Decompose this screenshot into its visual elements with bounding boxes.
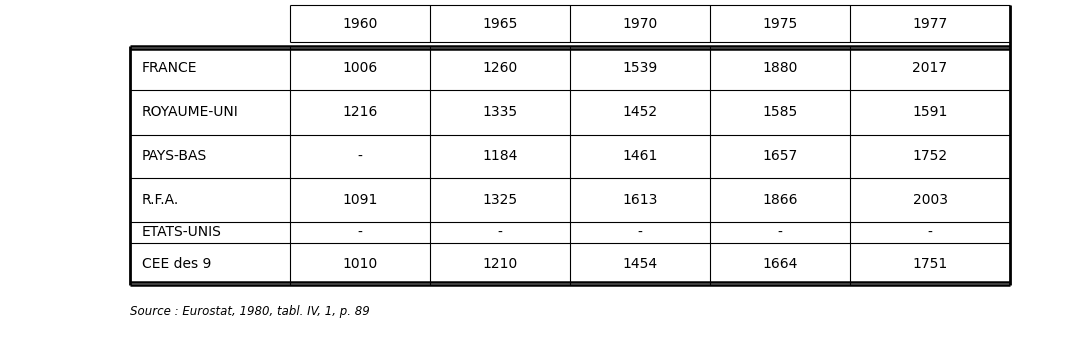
Text: 1880: 1880 bbox=[762, 61, 798, 75]
Text: 1657: 1657 bbox=[762, 149, 797, 163]
Text: 1539: 1539 bbox=[623, 61, 657, 75]
Text: -: - bbox=[927, 225, 932, 239]
Text: 1216: 1216 bbox=[342, 105, 378, 119]
Text: CEE des 9: CEE des 9 bbox=[142, 257, 211, 271]
Text: 1751: 1751 bbox=[912, 257, 948, 271]
Text: 1006: 1006 bbox=[342, 61, 378, 75]
Text: 1452: 1452 bbox=[623, 105, 657, 119]
Text: FRANCE: FRANCE bbox=[142, 61, 197, 75]
Text: 1461: 1461 bbox=[623, 149, 657, 163]
Text: 1325: 1325 bbox=[482, 193, 518, 207]
Text: 1965: 1965 bbox=[482, 16, 518, 30]
Text: -: - bbox=[778, 225, 782, 239]
Text: 1591: 1591 bbox=[912, 105, 948, 119]
Text: 1260: 1260 bbox=[482, 61, 518, 75]
Text: 1454: 1454 bbox=[623, 257, 657, 271]
Text: 1184: 1184 bbox=[482, 149, 518, 163]
Text: 1664: 1664 bbox=[762, 257, 798, 271]
Text: 1960: 1960 bbox=[342, 16, 378, 30]
Text: 1970: 1970 bbox=[623, 16, 657, 30]
Text: 1975: 1975 bbox=[762, 16, 797, 30]
Text: 1091: 1091 bbox=[342, 193, 378, 207]
Text: ROYAUME-UNI: ROYAUME-UNI bbox=[142, 105, 238, 119]
Text: -: - bbox=[497, 225, 503, 239]
Text: 2003: 2003 bbox=[913, 193, 948, 207]
Text: 1210: 1210 bbox=[482, 257, 518, 271]
Text: 1335: 1335 bbox=[482, 105, 518, 119]
Text: 1977: 1977 bbox=[912, 16, 948, 30]
Text: 2017: 2017 bbox=[913, 61, 948, 75]
Text: -: - bbox=[357, 225, 363, 239]
Text: 1010: 1010 bbox=[342, 257, 378, 271]
Text: PAYS-BAS: PAYS-BAS bbox=[142, 149, 207, 163]
Text: ETATS-UNIS: ETATS-UNIS bbox=[142, 225, 222, 239]
Text: 1752: 1752 bbox=[913, 149, 948, 163]
Text: 1613: 1613 bbox=[623, 193, 657, 207]
Text: Source : Eurostat, 1980, tabl. IV, 1, p. 89: Source : Eurostat, 1980, tabl. IV, 1, p.… bbox=[130, 305, 369, 318]
Text: 1866: 1866 bbox=[762, 193, 798, 207]
Text: 1585: 1585 bbox=[762, 105, 797, 119]
Text: -: - bbox=[638, 225, 642, 239]
Text: -: - bbox=[357, 149, 363, 163]
Text: R.F.A.: R.F.A. bbox=[142, 193, 180, 207]
